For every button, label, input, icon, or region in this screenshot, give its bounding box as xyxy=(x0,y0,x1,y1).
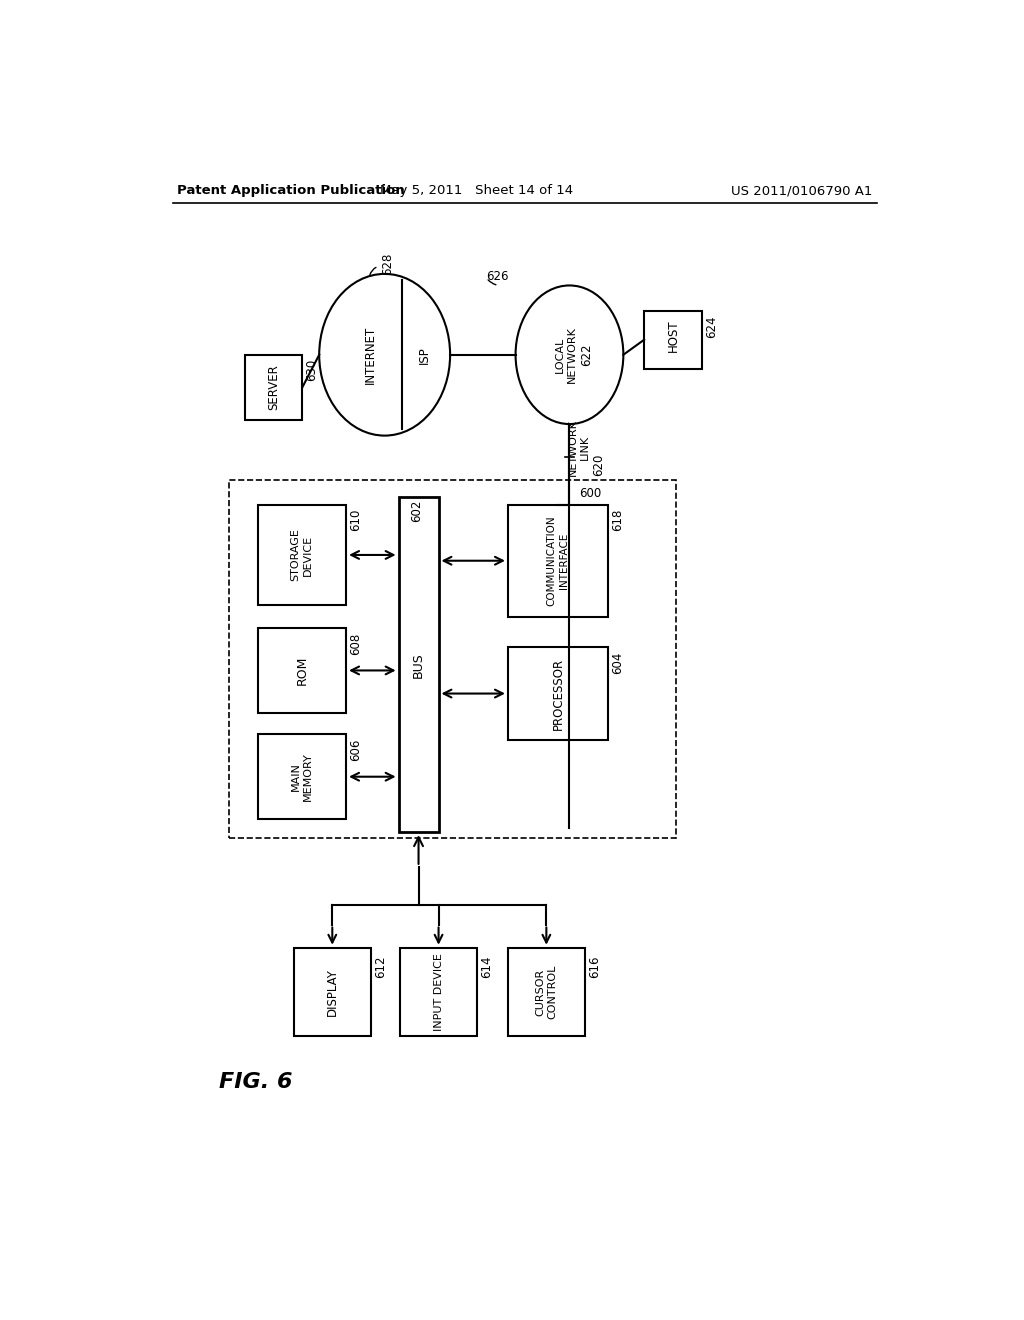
Text: PROCESSOR: PROCESSOR xyxy=(551,657,564,730)
Bar xyxy=(400,948,477,1036)
Text: 628: 628 xyxy=(381,252,394,275)
Text: CURSOR
CONTROL: CURSOR CONTROL xyxy=(536,965,557,1019)
Text: 622: 622 xyxy=(580,343,593,366)
Bar xyxy=(508,948,585,1036)
Text: 604: 604 xyxy=(611,652,624,675)
Text: Patent Application Publication: Patent Application Publication xyxy=(177,185,404,197)
Text: 630: 630 xyxy=(305,359,318,381)
Text: NETWORK
LINK: NETWORK LINK xyxy=(568,418,590,475)
Bar xyxy=(258,628,346,713)
Bar xyxy=(245,355,302,420)
Text: 600: 600 xyxy=(579,487,601,500)
Bar xyxy=(398,498,438,832)
Text: 616: 616 xyxy=(588,956,601,978)
Text: INPUT DEVICE: INPUT DEVICE xyxy=(433,953,443,1031)
Text: 608: 608 xyxy=(349,632,362,655)
Text: May 5, 2011   Sheet 14 of 14: May 5, 2011 Sheet 14 of 14 xyxy=(381,185,573,197)
Text: INTERNET: INTERNET xyxy=(365,326,377,384)
Text: 624: 624 xyxy=(705,315,718,338)
Text: SERVER: SERVER xyxy=(267,364,280,411)
Text: ISP: ISP xyxy=(418,346,431,363)
Bar xyxy=(294,948,371,1036)
Bar xyxy=(258,734,346,818)
Text: ROM: ROM xyxy=(295,656,308,685)
Text: 602: 602 xyxy=(410,500,423,523)
Text: MAIN
MEMORY: MAIN MEMORY xyxy=(291,752,313,801)
Text: DISPLAY: DISPLAY xyxy=(326,968,339,1016)
Text: 626: 626 xyxy=(486,269,509,282)
Ellipse shape xyxy=(319,275,451,436)
Text: US 2011/0106790 A1: US 2011/0106790 A1 xyxy=(731,185,872,197)
Text: LOCAL
NETWORK: LOCAL NETWORK xyxy=(554,326,577,383)
Text: 620: 620 xyxy=(593,454,605,477)
Bar xyxy=(508,506,608,616)
Text: 612: 612 xyxy=(374,956,387,978)
Text: COMMUNICATION
INTERFACE: COMMUNICATION INTERFACE xyxy=(547,515,569,606)
Bar xyxy=(508,647,608,739)
Text: HOST: HOST xyxy=(667,319,680,352)
Ellipse shape xyxy=(515,285,624,424)
Text: 610: 610 xyxy=(349,510,362,532)
Bar xyxy=(258,504,346,605)
Text: FIG. 6: FIG. 6 xyxy=(219,1072,293,1093)
Text: BUS: BUS xyxy=(412,652,425,677)
Text: 614: 614 xyxy=(480,956,494,978)
Bar xyxy=(644,312,701,368)
Text: 606: 606 xyxy=(349,739,362,760)
Text: STORAGE
DEVICE: STORAGE DEVICE xyxy=(291,528,313,581)
Text: 618: 618 xyxy=(611,510,624,532)
Bar xyxy=(229,480,676,838)
